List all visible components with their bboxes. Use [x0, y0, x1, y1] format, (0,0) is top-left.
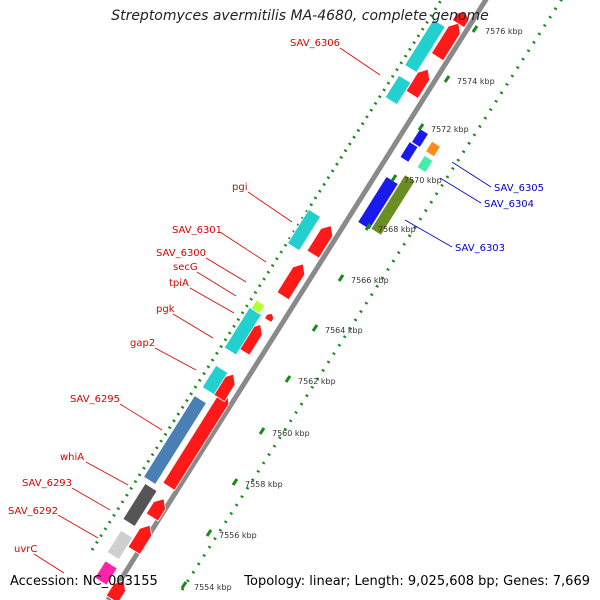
red-gene-11 — [451, 11, 470, 29]
leader-line — [119, 403, 163, 431]
gene-block-darkgray — [122, 482, 158, 528]
gene-block-cyan-1 — [201, 364, 229, 396]
red-gene-1 — [127, 524, 153, 555]
tick-label: 7564 kbp — [325, 326, 363, 335]
red-gene-7 — [276, 263, 306, 301]
gene-label-tpia: tpiA — [169, 278, 189, 289]
gene-label-sav_6295: SAV_6295 — [70, 394, 120, 405]
gene-label-uvrc: uvrC — [14, 544, 37, 555]
gene-block-orange — [425, 140, 441, 158]
gene-block-blue-small-1 — [399, 141, 419, 163]
tick-mark — [180, 581, 188, 589]
tick-label: 7570 kbp — [404, 176, 442, 185]
red-gene-8 — [306, 225, 334, 259]
leader-line — [205, 257, 247, 283]
red-gene-9 — [405, 68, 431, 99]
gene-label-sav_6304: SAV_6304 — [484, 199, 534, 210]
gene-label-secg: secG — [173, 262, 198, 273]
tick-label: 7572 kbp — [431, 125, 469, 134]
tick-label: 7576 kbp — [485, 27, 523, 36]
leader-line — [154, 347, 197, 371]
tick-mark — [284, 375, 292, 383]
leader-line — [339, 47, 381, 76]
tick-label: 7562 kbp — [298, 377, 336, 386]
gene-label-sav_6293: SAV_6293 — [22, 478, 72, 489]
gene-block-cyan-3 — [286, 208, 322, 252]
tick-label: 7560 kbp — [272, 429, 310, 438]
gene-label-sav_6306: SAV_6306 — [290, 38, 340, 49]
red-gene-2 — [145, 498, 166, 522]
gene-label-sav_6292: SAV_6292 — [8, 506, 58, 517]
gene-label-sav_6301: SAV_6301 — [172, 225, 222, 236]
tick-mark — [231, 478, 239, 486]
leader-line — [189, 287, 235, 314]
leader-line — [451, 161, 492, 188]
tick-mark — [443, 75, 451, 83]
tick-label: 7568 kbp — [378, 225, 416, 234]
tick-mark — [258, 427, 266, 435]
leader-line — [71, 487, 111, 511]
gene-label-sav_6305: SAV_6305 — [494, 183, 544, 194]
red-gene-6 — [263, 313, 275, 324]
tick-label: 7566 kbp — [351, 276, 389, 285]
dotted-axis-right — [180, 0, 563, 591]
gene-block-olive — [370, 174, 416, 236]
gene-block-lime — [250, 299, 266, 315]
gene-block-cyan-5 — [404, 18, 446, 74]
red-gene-0 — [105, 580, 126, 600]
gene-block-aquamarine — [416, 154, 434, 174]
gene-label-gap2: gap2 — [130, 338, 155, 349]
gene-block-cyan-4 — [384, 74, 412, 106]
tick-label: 7574 kbp — [457, 77, 495, 86]
tick-mark — [390, 174, 398, 182]
tick-label: 7556 kbp — [219, 531, 257, 540]
dotted-axis-left — [90, 0, 443, 551]
gene-block-lightgray — [106, 529, 134, 561]
leader-line — [85, 461, 129, 486]
tick-mark — [205, 529, 213, 537]
gene-label-pgi: pgi — [232, 182, 247, 193]
tick-label: 7558 kbp — [245, 480, 283, 489]
tick-label: 7554 kbp — [194, 583, 232, 592]
gene-block-pink — [94, 560, 118, 586]
gene-block-steel — [142, 395, 208, 485]
leader-line — [196, 271, 237, 297]
map-title: Streptomyces avermitilis MA-4680, comple… — [111, 8, 489, 24]
tick-mark — [337, 274, 345, 282]
leader-line — [439, 177, 482, 204]
leader-line — [404, 219, 453, 248]
tick-mark — [471, 25, 479, 33]
genome-summary: Topology: linear; Length: 9,025,608 bp; … — [244, 574, 590, 589]
leader-line — [219, 231, 267, 263]
tick-mark — [417, 123, 425, 131]
gene-label-whia: whiA — [60, 452, 84, 463]
tick-mark — [364, 223, 372, 231]
tick-mark — [311, 324, 319, 332]
red-gene-10 — [430, 22, 461, 62]
gene-label-pgk: pgk — [156, 304, 175, 315]
leader-line — [172, 313, 214, 339]
leader-line — [57, 514, 99, 539]
leader-line — [247, 191, 293, 223]
gene-block-blue-small-2 — [410, 128, 430, 148]
gene-label-sav_6303: SAV_6303 — [455, 243, 505, 254]
accession-label: Accession: NC_003155 — [10, 574, 158, 589]
backbone-line — [105, 0, 489, 600]
gene-label-sav_6300: SAV_6300 — [156, 248, 206, 259]
red-gene-3 — [162, 392, 230, 491]
leader-line — [33, 553, 65, 574]
